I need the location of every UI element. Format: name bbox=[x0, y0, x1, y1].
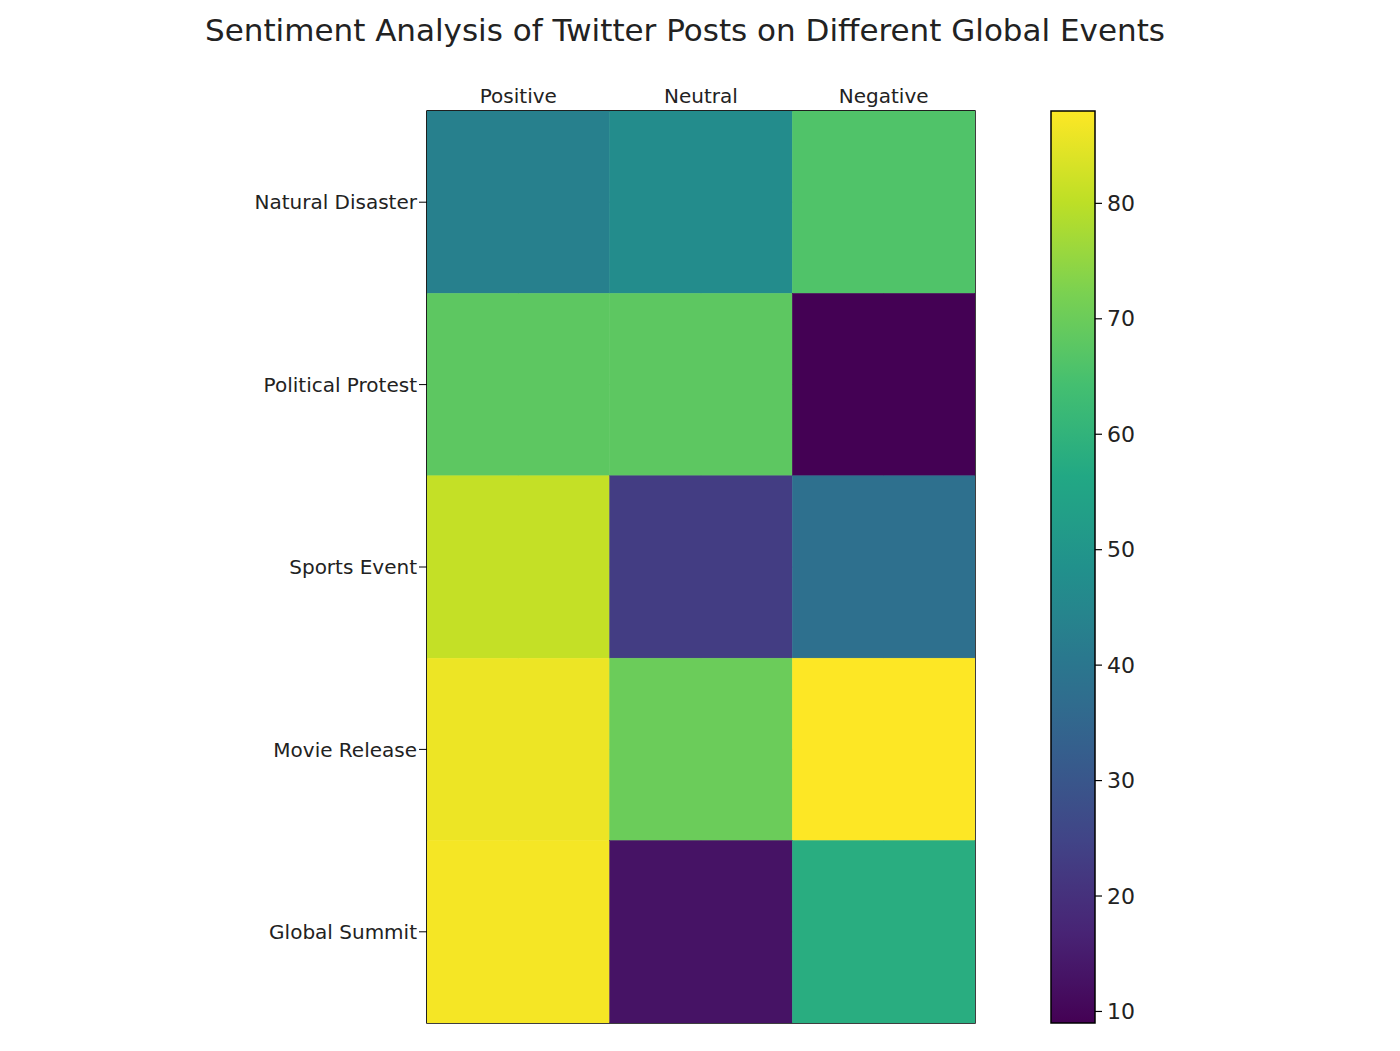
svg-text:Natural Disaster: Natural Disaster bbox=[254, 190, 417, 214]
svg-text:40: 40 bbox=[1107, 653, 1135, 678]
svg-text:10: 10 bbox=[1107, 999, 1135, 1024]
svg-text:Positive: Positive bbox=[480, 84, 557, 108]
html-text:Sentiment Analysis of Twitter: Sentiment Analysis of Twitter Posts on D… bbox=[205, 12, 1165, 48]
svg-text:Movie Release: Movie Release bbox=[273, 738, 417, 762]
svg-text:70: 70 bbox=[1107, 306, 1135, 331]
svg-text:80: 80 bbox=[1107, 191, 1135, 216]
svg-text:Global Summit: Global Summit bbox=[269, 920, 417, 944]
svg-text:50: 50 bbox=[1107, 537, 1135, 562]
svg-text:20: 20 bbox=[1107, 884, 1135, 909]
svg-text:Political Protest: Political Protest bbox=[264, 373, 418, 397]
svg-text:Neutral: Neutral bbox=[664, 84, 738, 108]
svg-text:Negative: Negative bbox=[839, 84, 929, 108]
svg-text:Sports Event: Sports Event bbox=[289, 555, 417, 579]
svg-text:60: 60 bbox=[1107, 422, 1135, 447]
svg-text:30: 30 bbox=[1107, 768, 1135, 793]
